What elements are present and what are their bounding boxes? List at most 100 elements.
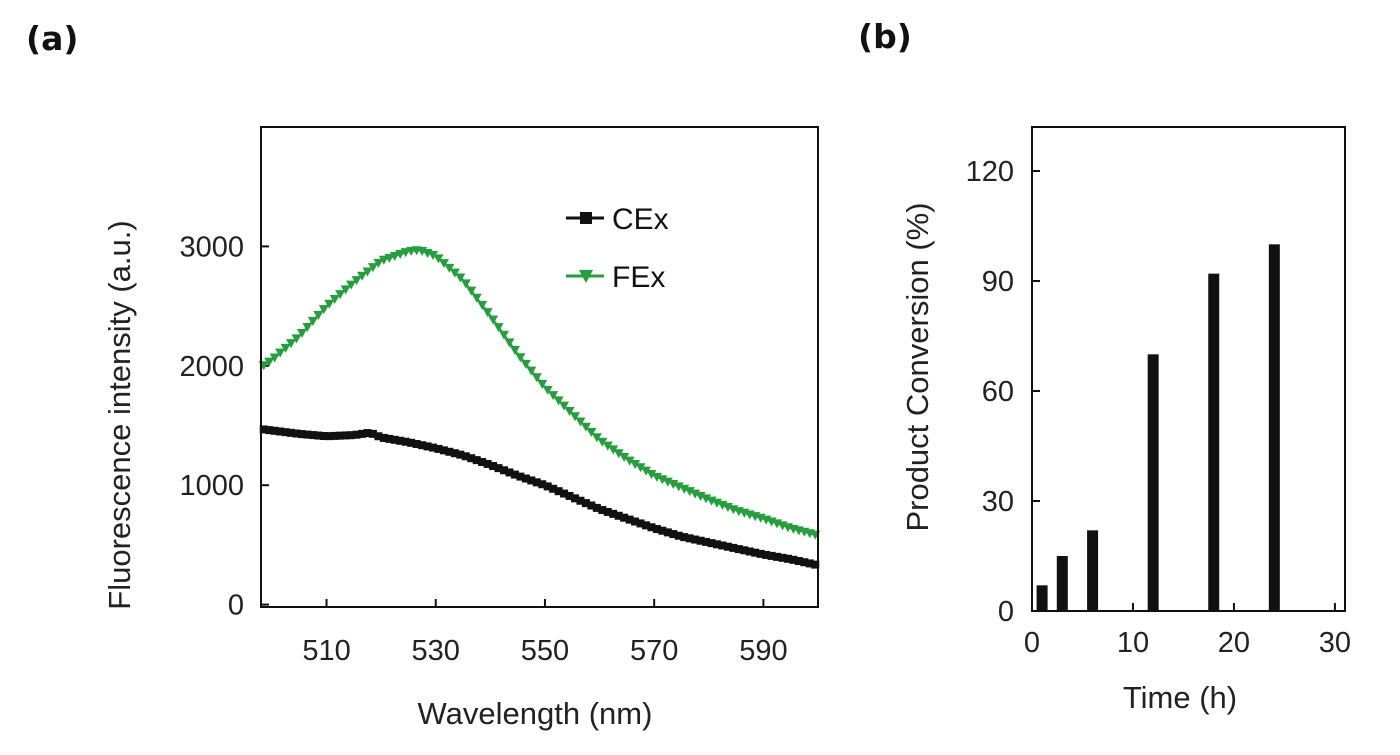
chart-a-point-cex: [691, 535, 700, 544]
chart-a-point-fex: [662, 477, 673, 487]
chart-a-point-cex: [276, 427, 285, 436]
chart-a-point-cex: [587, 501, 596, 510]
chart-a-point-cex: [379, 433, 388, 442]
chart-a-point-fex: [329, 294, 340, 304]
chart-a-point-fex: [455, 273, 466, 283]
chart-a-point-fex: [318, 305, 329, 315]
chart-a-point-cex: [734, 545, 743, 554]
chart-a-point-fex: [586, 427, 597, 437]
chart-b-bars: [1036, 244, 1280, 612]
chart-a-point-cex: [429, 443, 438, 452]
chart-a-point-cex: [565, 491, 574, 500]
chart-a-point-fex: [362, 267, 373, 277]
chart-a-point-fex: [477, 300, 488, 310]
chart-a-point-cex: [287, 428, 296, 437]
chart-a-point-cex: [652, 525, 661, 534]
chart-a-point-cex: [500, 466, 509, 475]
chart-a-point-fex: [701, 494, 712, 504]
chart-a-point-cex: [598, 506, 607, 515]
chart-a-legend: CEx FEx: [566, 203, 669, 294]
chart-a-point-fex: [520, 359, 531, 369]
chart-a-point-cex: [712, 540, 721, 549]
chart-a-point-fex: [548, 391, 559, 401]
chart-a-point-fex: [679, 484, 690, 494]
chart-a-plot-frame: [260, 126, 819, 608]
chart-a-point-cex: [543, 482, 552, 491]
chart-a-point-cex: [510, 470, 519, 479]
chart-a-legend-item: CEx: [566, 203, 669, 236]
chart-a-legend-item: FEx: [566, 261, 665, 294]
chart-a-x-tick-label: 510: [302, 635, 350, 667]
chart-a-point-cex: [729, 543, 738, 552]
chart-a-point-fex: [466, 286, 477, 296]
chart-a-ticks: [261, 245, 765, 607]
chart-a-x-tick-label: 550: [521, 635, 569, 667]
chart-a-point-cex: [756, 549, 765, 558]
chart-a-point-fex: [591, 433, 602, 443]
chart-a-point-cex: [363, 429, 372, 438]
chart-a-point-cex: [636, 519, 645, 528]
chart-a-point-fex: [624, 456, 635, 466]
chart-a-point-fex: [444, 263, 455, 273]
chart-b-y-tick-label: 60: [982, 376, 1014, 408]
chart-a-point-cex: [707, 539, 716, 548]
chart-a-point-cex: [407, 438, 416, 447]
chart-a-point-fex: [428, 250, 439, 260]
chart-a-point-fex: [264, 357, 275, 367]
chart-a-point-fex: [275, 348, 286, 358]
chart-a-point-cex: [292, 429, 301, 438]
chart-b: 0 10 20 30 0 30 60 90 120 Time (h) Product Conve…: [900, 126, 1351, 715]
panel-label-a: (a): [26, 19, 78, 58]
chart-a-point-fex: [695, 491, 706, 501]
chart-a-point-cex: [805, 559, 814, 568]
chart-a-point-cex: [456, 450, 465, 459]
chart-a-y-tick-label: 3000: [179, 231, 244, 263]
chart-a-point-cex: [663, 528, 672, 537]
chart-a-point-cex: [625, 515, 634, 524]
chart-a-point-fex: [668, 480, 679, 490]
chart-a-tick-labels: 510 530 550 570 590 0 1000 2000 3000: [179, 231, 787, 667]
chart-a-point-cex: [265, 426, 274, 435]
chart-a-point-fex: [373, 258, 384, 268]
chart-a-point-cex: [358, 429, 367, 438]
chart-a-point-fex: [302, 323, 313, 332]
chart-a-point-fex: [346, 280, 357, 290]
chart-a-point-fex: [640, 466, 651, 476]
chart-a-point-fex: [646, 469, 657, 479]
chart-a-point-cex: [532, 478, 541, 487]
chart-a-point-cex: [603, 507, 612, 516]
chart-a-point-fex: [526, 366, 537, 376]
chart-a-point-cex: [259, 425, 268, 434]
chart-b-bar: [1087, 530, 1099, 611]
chart-b-x-tick-label: 0: [1024, 627, 1040, 659]
chart-a-point-cex: [767, 551, 776, 560]
chart-a-point-fex: [630, 459, 641, 469]
panel-label-b: (b): [858, 17, 912, 56]
chart-b-tick-labels: 0 10 20 30 0 30 60 90 120: [966, 156, 1351, 659]
chart-a-point-fex: [307, 317, 318, 327]
chart-a-point-cex: [368, 429, 377, 438]
chart-a-point-cex: [740, 546, 749, 555]
chart-a-point-fex: [488, 315, 499, 325]
chart-a-legend-marker: [579, 270, 593, 283]
chart-a-point-cex: [521, 474, 530, 483]
chart-a-point-fex: [460, 279, 471, 289]
chart-a-point-cex: [472, 456, 481, 465]
chart-b-y-tick-label: 0: [998, 596, 1014, 628]
chart-a-point-fex: [657, 475, 668, 485]
chart-a-legend-label: FEx: [612, 261, 665, 294]
chart-a-point-cex: [783, 554, 792, 563]
chart-a-point-cex: [505, 468, 514, 477]
chart-a-point-cex: [303, 430, 312, 439]
chart-a-point-cex: [347, 431, 356, 440]
chart-a-point-cex: [478, 458, 487, 467]
chart-a-series-cex: [259, 425, 820, 569]
chart-b-y-axis-title: Product Conversion (%): [900, 202, 935, 531]
chart-a-point-fex: [635, 463, 646, 473]
chart-a-point-fex: [280, 343, 291, 353]
chart-a-point-cex: [314, 431, 323, 440]
chart-a-point-fex: [537, 379, 548, 389]
chart-a-point-fex: [684, 487, 695, 497]
chart-a-point-cex: [614, 511, 623, 520]
chart-a-x-tick-label: 570: [630, 635, 678, 667]
